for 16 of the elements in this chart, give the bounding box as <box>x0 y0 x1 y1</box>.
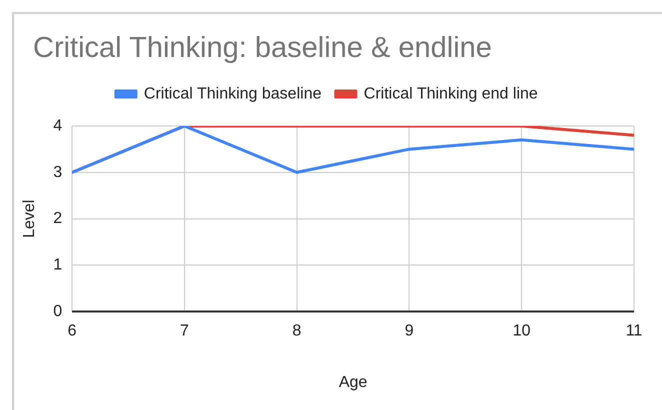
legend-label: Critical Thinking baseline <box>144 85 322 102</box>
y-axis-title: Level <box>21 200 38 238</box>
x-axis-title: Age <box>338 374 368 391</box>
y-tick-label: 2 <box>53 210 62 228</box>
y-tick-label: 1 <box>53 256 62 274</box>
x-tick-label: 11 <box>626 322 642 340</box>
y-tick-label: 0 <box>53 303 62 320</box>
y-tick-label: 4 <box>53 117 62 134</box>
x-tick-label: 8 <box>292 322 302 340</box>
x-tick-label: 10 <box>512 322 531 340</box>
chart-title: Critical Thinking: baseline & endline <box>33 31 492 65</box>
legend-label: Critical Thinking end line <box>364 85 538 102</box>
x-tick-label: 6 <box>68 322 77 340</box>
x-tick-label: 9 <box>404 322 414 340</box>
y-tick-label: 3 <box>53 164 62 181</box>
x-tick-label: 7 <box>180 322 190 340</box>
